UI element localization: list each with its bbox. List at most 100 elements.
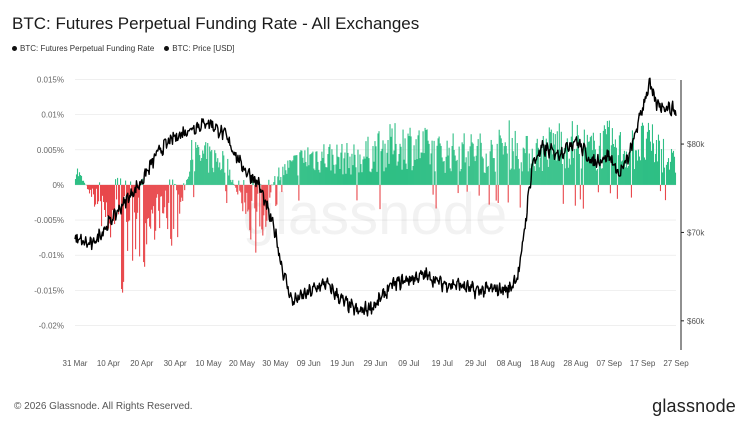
y-right-tick-label: $80k <box>687 140 705 149</box>
funding-bar <box>214 150 216 185</box>
funding-bar <box>318 169 320 185</box>
funding-bar <box>518 168 520 185</box>
funding-bar <box>456 159 458 185</box>
funding-bar <box>179 184 181 214</box>
funding-bar <box>175 184 177 185</box>
funding-bar <box>381 148 383 185</box>
funding-bar <box>375 146 377 185</box>
funding-bar <box>454 155 456 185</box>
funding-bar <box>236 184 238 192</box>
funding-bar <box>513 169 515 185</box>
funding-bar <box>603 125 605 185</box>
funding-bar <box>395 143 397 185</box>
chart-title: BTC: Futures Perpetual Funding Rate - Al… <box>12 14 420 33</box>
funding-bar <box>200 160 202 185</box>
funding-bar <box>648 130 651 185</box>
funding-bar <box>241 184 243 204</box>
funding-bar <box>615 147 617 185</box>
funding-bar <box>311 152 313 185</box>
funding-bar <box>296 155 298 185</box>
funding-bar <box>616 184 618 199</box>
y-right-tick-label: $60k <box>687 317 705 326</box>
funding-bar <box>467 151 469 185</box>
funding-bar <box>76 168 79 185</box>
funding-bar <box>522 147 524 185</box>
funding-bar <box>631 130 633 185</box>
funding-bar <box>338 157 340 185</box>
funding-bar <box>184 184 186 191</box>
funding-bar <box>448 147 450 185</box>
funding-bar <box>432 184 434 195</box>
funding-bar <box>460 168 462 185</box>
funding-bar <box>516 143 518 185</box>
funding-bar <box>618 135 620 185</box>
funding-bar <box>304 150 306 185</box>
funding-bar <box>480 142 482 185</box>
funding-bar <box>116 184 118 200</box>
funding-bar <box>561 163 563 185</box>
funding-bar <box>512 151 514 185</box>
funding-bar <box>227 158 229 185</box>
funding-bar <box>637 149 639 185</box>
x-tick-label: 30 Apr <box>164 359 187 368</box>
chart-legend: BTC: Futures Perpetual Funding Rate BTC:… <box>12 44 235 53</box>
funding-bar <box>155 184 157 231</box>
funding-bar <box>193 184 195 198</box>
funding-bar <box>547 166 549 185</box>
funding-bar <box>384 143 386 185</box>
x-tick-label: 20 May <box>229 359 255 368</box>
legend-item-price[interactable]: BTC: Price [USD] <box>164 44 235 53</box>
funding-bar <box>450 171 452 185</box>
funding-bar <box>579 184 581 200</box>
funding-bar <box>671 152 674 185</box>
funding-bar <box>451 146 453 185</box>
funding-bar <box>299 152 301 185</box>
funding-bar <box>470 134 472 185</box>
x-tick-label: 19 Jun <box>330 359 354 368</box>
footer-copyright: © 2026 Glassnode. All Rights Reserved. <box>14 401 193 412</box>
funding-bar <box>397 161 399 185</box>
funding-bar <box>383 171 385 185</box>
funding-bar <box>555 160 557 185</box>
funding-bar <box>509 169 511 185</box>
funding-bar <box>330 170 332 185</box>
funding-bar <box>105 184 107 217</box>
funding-bar <box>351 153 353 185</box>
funding-bar <box>355 167 357 185</box>
funding-bar <box>80 175 83 185</box>
funding-bar <box>640 125 642 185</box>
funding-bar <box>459 171 461 185</box>
funding-bar <box>525 135 527 185</box>
funding-bar <box>396 165 398 185</box>
funding-bar <box>557 149 559 185</box>
funding-bar <box>308 165 310 185</box>
funding-bar <box>77 176 80 185</box>
funding-bar <box>136 184 138 219</box>
funding-bar <box>526 135 528 185</box>
funding-bar <box>156 184 158 198</box>
funding-bar <box>429 164 431 185</box>
funding-bar <box>95 184 98 189</box>
funding-bar <box>551 154 553 185</box>
funding-bar <box>285 170 287 185</box>
funding-bar <box>254 184 256 209</box>
funding-bar <box>392 154 394 185</box>
funding-bar <box>223 155 225 185</box>
funding-bar <box>654 153 657 185</box>
funding-bar <box>94 184 97 205</box>
funding-bar <box>519 184 521 208</box>
funding-bar <box>414 159 416 185</box>
funding-bar <box>358 172 360 185</box>
funding-bar <box>204 145 206 185</box>
funding-bar <box>420 152 422 185</box>
legend-item-funding-rate[interactable]: BTC: Futures Perpetual Funding Rate <box>12 44 154 53</box>
funding-bar <box>180 184 182 202</box>
funding-bar <box>674 172 677 185</box>
funding-bar <box>446 140 448 185</box>
funding-bar <box>176 184 178 191</box>
x-tick-label: 07 Sep <box>597 359 623 368</box>
funding-bar <box>469 146 471 185</box>
funding-bar <box>232 179 234 185</box>
funding-bar <box>346 143 348 185</box>
